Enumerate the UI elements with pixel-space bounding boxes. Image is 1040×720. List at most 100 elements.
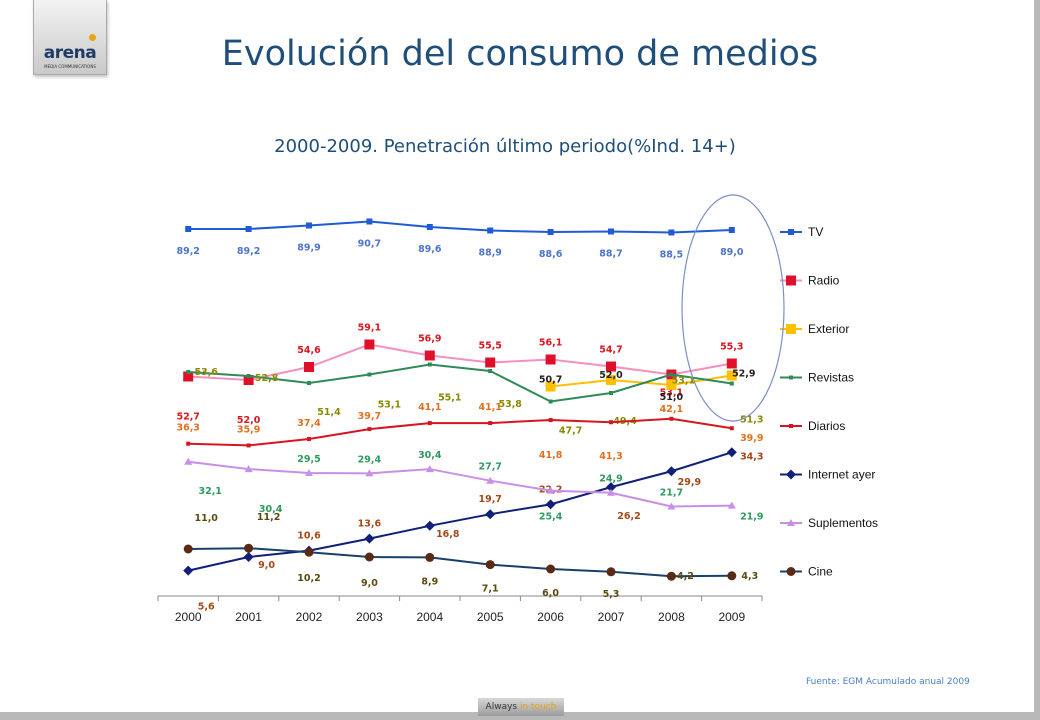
radio-point (485, 357, 496, 368)
suplementos-data-label: 30,4 (259, 504, 283, 515)
cine-point (304, 547, 314, 557)
logo-subtext: MEDIA COMMUNICATIONS (44, 64, 96, 69)
legend-tv-point (788, 229, 794, 235)
revistas-data-label: 51,4 (317, 407, 341, 418)
suplementos-point (607, 488, 615, 496)
cine-point (606, 567, 616, 577)
tv-point (185, 226, 192, 232)
suplementos-data-label: 32,1 (198, 486, 221, 497)
chart-subtitle: 2000-2009. Penetración último periodo(%I… (274, 136, 736, 157)
tv-data-label: 89,0 (720, 247, 744, 258)
tv-data-label: 89,2 (237, 246, 260, 257)
internet-ayer-data-label: 13,6 (358, 519, 382, 530)
cine-point (546, 564, 556, 574)
diarios-data-label: 37,4 (297, 418, 321, 429)
legend-internet-ayer-point (786, 469, 796, 480)
diarios-data-label: 41,3 (599, 451, 622, 462)
legend-cine-label: Cine (808, 565, 833, 579)
internet-ayer-data-label: 26,2 (617, 511, 640, 522)
x-tick-label: 2002 (296, 610, 323, 624)
tv-data-label: 88,6 (539, 249, 563, 260)
arena-logo: arena MEDIA COMMUNICATIONS (33, 0, 107, 75)
legend-suplementos-label: Suplementos (808, 516, 878, 530)
radio-point (183, 371, 194, 382)
internet-ayer-data-label: 29,9 (678, 477, 701, 488)
radio-point (243, 375, 254, 385)
cine-data-label: 5,3 (603, 589, 620, 600)
source-note: Fuente: EGM Acumulado anual 2009 (806, 677, 970, 687)
suplementos-line (188, 460, 732, 508)
suplementos-data-label: 24,9 (599, 474, 622, 485)
cine-point (425, 552, 435, 562)
revistas-point (609, 391, 613, 395)
revistas-point (427, 362, 432, 367)
badge-highlight: in touch (519, 702, 557, 712)
radio-data-label: 52,7 (176, 412, 199, 423)
tv-point (668, 229, 675, 236)
internet-ayer-data-label: 10,6 (297, 531, 321, 542)
exterior-data-label: 51,0 (660, 392, 684, 403)
revistas-data-label: 53,6 (194, 367, 218, 378)
suplementos-data-label: 21,7 (660, 487, 683, 498)
x-tick-label: 2006 (537, 610, 564, 624)
suplementos-point (244, 465, 253, 473)
radio-point (424, 350, 435, 361)
exterior-point (545, 381, 556, 392)
revistas-data-label: 47,7 (559, 426, 582, 437)
internet-ayer-point (183, 565, 194, 576)
cine-point (666, 571, 676, 581)
page-title: Evolución del consumo de medios (221, 34, 819, 74)
diarios-data-label: 41,1 (418, 402, 441, 413)
cine-point (183, 544, 193, 554)
logo-dot-icon (89, 34, 96, 41)
revistas-point (669, 372, 674, 377)
radio-data-label: 59,1 (358, 323, 381, 334)
tv-point (306, 222, 312, 229)
tv-point (366, 218, 373, 225)
cine-point (244, 543, 254, 553)
tv-point (608, 228, 614, 235)
diarios-point (367, 427, 372, 432)
revistas-point (246, 374, 251, 378)
exterior-point (606, 375, 616, 385)
radio-data-label: 52,0 (237, 415, 261, 426)
diarios-data-label: 35,9 (237, 424, 260, 435)
revistas-point (186, 370, 191, 374)
tv-point (487, 227, 494, 234)
diarios-data-label: 42,1 (660, 404, 683, 415)
legend-tv-label: TV (808, 225, 823, 239)
revistas-data-label: 52,8 (255, 373, 279, 384)
radio-point (364, 339, 375, 350)
revistas-data-label: 53,1 (378, 400, 401, 411)
diarios-point (427, 421, 432, 426)
suplementos-data-label: 29,5 (297, 454, 320, 465)
x-tick-label: 2004 (416, 610, 443, 624)
suplementos-data-label: 30,4 (418, 450, 442, 461)
exterior-point (726, 370, 737, 381)
revistas-data-label: 53,8 (498, 399, 522, 410)
suplementos-point (425, 465, 434, 473)
internet-ayer-data-label: 9,0 (258, 560, 275, 571)
tv-data-label: 89,9 (297, 243, 320, 254)
radio-data-label: 55,5 (478, 341, 501, 352)
diarios-point (609, 420, 613, 425)
suplementos-point (486, 476, 495, 484)
x-tick-label: 2000 (175, 610, 202, 624)
tv-data-label: 90,7 (358, 239, 381, 250)
x-tick-label: 2003 (356, 610, 383, 624)
suplementos-point (365, 469, 374, 477)
diarios-point (186, 441, 191, 446)
exterior-data-label: 52,0 (599, 370, 623, 381)
cine-line (188, 547, 732, 578)
internet-ayer-point (424, 520, 435, 531)
suplementos-data-label: 27,7 (478, 462, 501, 473)
tv-data-label: 88,9 (478, 248, 501, 259)
x-tick-label: 2005 (477, 610, 504, 624)
exterior-line (550, 374, 732, 388)
tv-data-label: 89,6 (418, 244, 442, 255)
x-tick-label: 2007 (598, 610, 625, 624)
legend-diarios-point (789, 424, 793, 428)
suplementos-point (727, 501, 736, 509)
radio-point (304, 362, 314, 372)
